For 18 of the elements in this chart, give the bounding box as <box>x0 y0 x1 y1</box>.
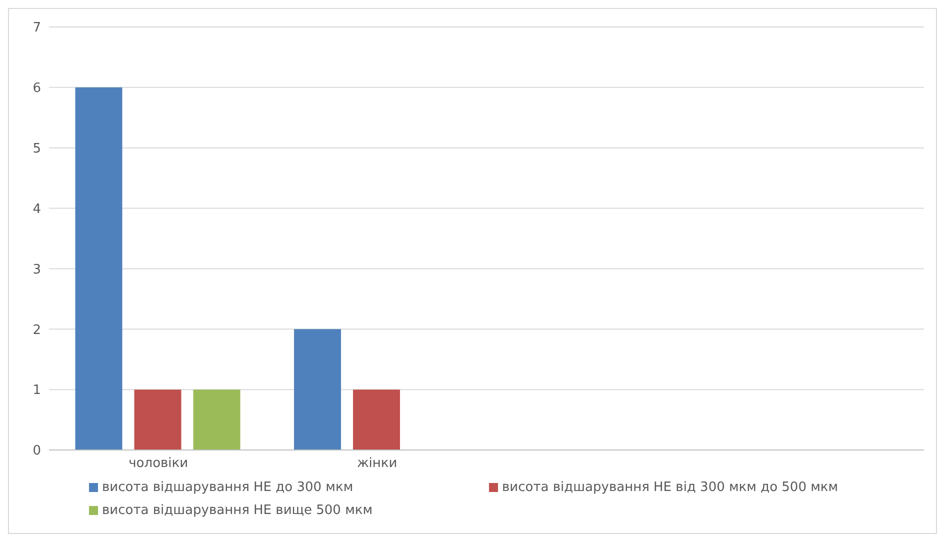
y-tick-label: 2 <box>32 322 41 338</box>
y-tick-label: 7 <box>32 20 41 36</box>
bar <box>134 390 182 450</box>
bar <box>353 390 400 450</box>
bar <box>294 329 341 450</box>
x-tick-label: чоловіки <box>128 456 188 472</box>
legend-label: висота відшарування НЕ до 300 мкм <box>102 480 354 495</box>
y-tick-label: 0 <box>32 444 41 459</box>
y-tick-label: 4 <box>32 202 41 217</box>
legend-label: висота відшарування НЕ вище 500 мкм <box>102 503 373 518</box>
y-tick-label: 3 <box>32 262 41 278</box>
y-tick-label: 1 <box>32 383 41 398</box>
bar <box>75 87 122 450</box>
bar <box>193 390 240 450</box>
x-tick-label: жінки <box>357 456 398 472</box>
legend-label: висота відшарування НЕ від 300 мкм до 500 мкм <box>502 480 838 495</box>
y-tick-label: 5 <box>32 141 41 156</box>
y-tick-label: 6 <box>32 81 41 96</box>
